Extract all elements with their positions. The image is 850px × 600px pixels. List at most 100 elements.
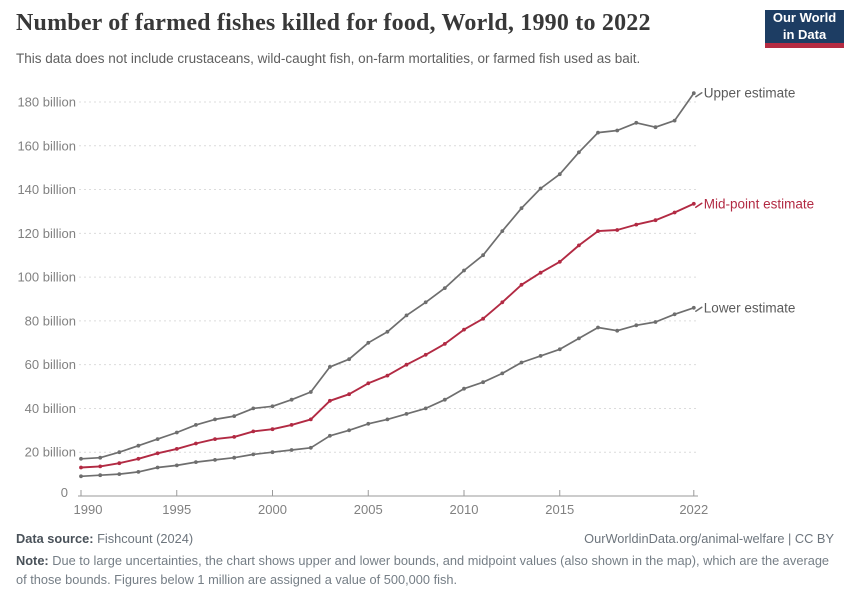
x-axis-tick-label: 1995 <box>162 502 191 517</box>
data-point-lower-estimate <box>251 452 256 457</box>
data-point-upper-estimate <box>557 172 562 177</box>
note-text: Due to large uncertainties, the chart sh… <box>16 553 830 587</box>
data-point-upper-estimate <box>385 329 390 334</box>
data-point-mid-point-estimate <box>155 451 160 456</box>
y-axis-tick-label: 100 billion <box>17 270 76 285</box>
series-label-connector-lower-estimate <box>695 306 703 313</box>
series-line-mid-point-estimate <box>80 202 695 469</box>
x-axis-tick-label: 1990 <box>74 502 103 517</box>
data-point-upper-estimate <box>423 300 428 305</box>
data-point-upper-estimate <box>270 404 275 409</box>
data-point-mid-point-estimate <box>462 327 466 332</box>
y-axis-tick-label: 40 billion <box>25 401 76 416</box>
data-point-upper-estimate <box>634 120 639 125</box>
x-axis-tick-label: 2022 <box>679 502 708 517</box>
data-point-upper-estimate <box>155 437 160 441</box>
data-point-mid-point-estimate <box>691 201 696 206</box>
license-badge: CC BY <box>794 531 834 546</box>
data-point-lower-estimate <box>404 412 409 416</box>
data-point-upper-estimate <box>328 365 332 369</box>
data-point-lower-estimate <box>462 386 466 391</box>
series-line-upper-estimate <box>80 92 695 460</box>
data-point-mid-point-estimate <box>232 435 237 439</box>
chart-subtitle: This data does not include crustaceans, … <box>16 51 641 66</box>
data-point-mid-point-estimate <box>79 465 83 470</box>
data-source-value: Fishcount (2024) <box>93 531 194 546</box>
x-axis-tick-label: 2015 <box>545 502 574 517</box>
data-point-lower-estimate <box>481 380 485 385</box>
data-point-lower-estimate <box>289 448 294 452</box>
data-point-upper-estimate <box>213 417 217 422</box>
data-point-mid-point-estimate <box>194 441 198 446</box>
data-point-lower-estimate <box>347 428 351 433</box>
data-point-upper-estimate <box>519 206 524 211</box>
data-point-lower-estimate <box>155 465 160 470</box>
data-point-lower-estimate <box>500 371 505 376</box>
note: Note: Due to large uncertainties, the ch… <box>16 552 840 589</box>
data-point-lower-estimate <box>423 406 428 411</box>
data-source: Data source: Fishcount (2024) <box>16 531 193 546</box>
attribution-separator: | <box>784 531 795 546</box>
data-point-upper-estimate <box>289 397 294 402</box>
data-point-lower-estimate <box>577 336 581 341</box>
page-title: Number of farmed fishes killed for food,… <box>16 10 651 36</box>
data-point-mid-point-estimate <box>653 218 658 223</box>
data-point-mid-point-estimate <box>251 429 256 434</box>
x-axis-tick-label: 2010 <box>450 502 479 517</box>
data-point-mid-point-estimate <box>672 210 677 215</box>
data-point-mid-point-estimate <box>596 229 600 234</box>
y-axis-tick-label: 20 billion <box>25 445 76 460</box>
data-point-lower-estimate <box>672 312 677 317</box>
data-point-mid-point-estimate <box>289 423 294 427</box>
attribution: OurWorldinData.org/animal-welfare | CC B… <box>584 531 834 546</box>
data-point-upper-estimate <box>366 340 371 345</box>
data-point-mid-point-estimate <box>634 222 639 227</box>
data-point-upper-estimate <box>615 128 620 133</box>
data-point-lower-estimate <box>519 360 524 365</box>
data-point-mid-point-estimate <box>615 228 620 232</box>
data-point-upper-estimate <box>98 455 103 460</box>
data-point-upper-estimate <box>577 150 581 155</box>
data-point-lower-estimate <box>270 450 275 455</box>
data-point-upper-estimate <box>500 229 505 234</box>
owid-link[interactable]: OurWorldinData.org/animal-welfare <box>584 531 785 546</box>
data-point-upper-estimate <box>462 268 466 273</box>
data-point-upper-estimate <box>653 125 658 130</box>
data-point-mid-point-estimate <box>328 398 332 403</box>
data-point-lower-estimate <box>596 325 600 330</box>
data-point-lower-estimate <box>615 328 620 333</box>
data-source-label: Data source: <box>16 531 94 546</box>
data-point-upper-estimate <box>308 390 313 394</box>
note-label: Note: <box>16 553 49 568</box>
y-axis-tick-label: 140 billion <box>17 182 76 197</box>
series-label-mid-point-estimate: Mid-point estimate <box>704 196 814 211</box>
data-point-mid-point-estimate <box>500 300 505 305</box>
owid-logo-line1: Our World <box>772 9 837 25</box>
data-point-lower-estimate <box>308 445 313 450</box>
data-point-mid-point-estimate <box>385 373 390 378</box>
owid-logo-line2: in Data <box>782 26 827 42</box>
data-point-upper-estimate <box>117 450 122 455</box>
y-axis-tick-label: 60 billion <box>25 357 76 372</box>
data-point-upper-estimate <box>596 130 600 135</box>
data-point-upper-estimate <box>442 286 447 290</box>
data-point-upper-estimate <box>481 253 485 258</box>
data-point-upper-estimate <box>672 118 677 123</box>
owid-logo[interactable]: Our World in Data <box>765 10 844 48</box>
data-point-upper-estimate <box>538 186 543 191</box>
y-axis-tick-label: 180 billion <box>17 95 76 110</box>
series-label-connector-upper-estimate <box>695 91 703 98</box>
series-label-upper-estimate: Upper estimate <box>704 86 796 101</box>
data-point-upper-estimate <box>347 357 351 362</box>
data-point-mid-point-estimate <box>308 417 313 422</box>
data-point-lower-estimate <box>691 305 696 310</box>
data-point-lower-estimate <box>194 460 198 464</box>
data-point-upper-estimate <box>251 406 256 411</box>
data-point-mid-point-estimate <box>136 456 141 461</box>
data-point-lower-estimate <box>136 470 141 474</box>
data-point-mid-point-estimate <box>538 270 543 275</box>
data-point-lower-estimate <box>174 463 179 468</box>
data-point-upper-estimate <box>404 313 409 318</box>
data-point-upper-estimate <box>194 423 198 427</box>
